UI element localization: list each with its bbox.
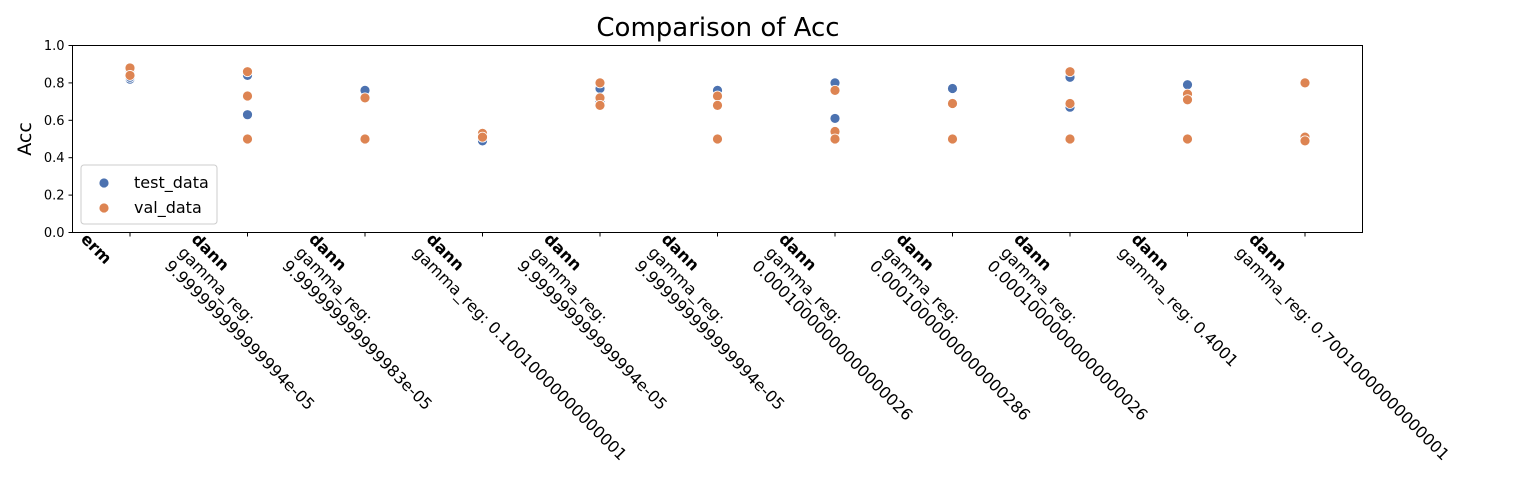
val-data-point — [477, 131, 488, 143]
val-data-point — [1299, 77, 1311, 89]
val-data-point — [1064, 98, 1076, 109]
x-tick-param-text: gamma_reg: 0.10010000000000001 — [409, 243, 631, 465]
y-tick-label: 1.0 — [44, 39, 65, 54]
x-tick-model-name: erm — [77, 229, 115, 267]
test-data-point — [1182, 79, 1193, 91]
val-data-point — [1064, 133, 1076, 145]
val-data-point — [124, 70, 136, 81]
chart-title: Comparison of Acc — [596, 13, 839, 43]
x-tick-param-text: gamma_reg: 0.70010000000000001 — [1231, 243, 1453, 465]
val-data-point — [1182, 133, 1193, 145]
val-data-point — [829, 84, 841, 96]
legend-box — [80, 164, 218, 225]
val-data-point — [359, 92, 371, 104]
y-tick-label: 0.6 — [44, 114, 65, 129]
y-tick-label: 0.4 — [44, 151, 65, 166]
val-data-point — [242, 133, 253, 145]
val-data-point — [242, 90, 253, 102]
val-data-point — [947, 133, 958, 145]
val-data-point — [829, 133, 841, 145]
legend-label-val-data: val_data — [134, 198, 202, 218]
plot-frame — [72, 45, 1363, 233]
legend: test_data val_data — [80, 164, 218, 225]
val-data-point — [1182, 94, 1193, 106]
test-data-point — [829, 113, 841, 124]
val-data-point — [712, 133, 723, 145]
x-tick-param-text: gamma_reg: 0.4001 — [1114, 243, 1242, 371]
scatter-points — [124, 62, 1311, 147]
test-data-point — [947, 83, 958, 94]
val-data-point — [712, 90, 723, 102]
y-axis-label: Acc — [14, 122, 36, 156]
test-data-point — [242, 109, 253, 121]
val-data-point — [242, 66, 253, 78]
val-data-point — [1064, 66, 1076, 78]
x-tick-label: erm — [77, 229, 115, 267]
legend-marker-test-data — [98, 177, 110, 189]
y-tick-label: 0.8 — [44, 76, 65, 91]
x-axis-ticks: erm danngamma_reg:9.999999999999994e-05da… — [77, 229, 1453, 465]
val-data-point — [712, 99, 723, 111]
legend-marker-val-data — [98, 202, 110, 214]
val-data-point — [594, 77, 606, 89]
val-data-point — [594, 99, 606, 111]
y-tick-label: 0.0 — [44, 226, 65, 241]
val-data-point — [947, 98, 958, 109]
y-axis-ticks: 0.0 0.2 0.4 0.6 0.8 1.0 — [44, 39, 73, 241]
y-tick-label: 0.2 — [44, 189, 65, 204]
val-data-point — [359, 133, 371, 145]
val-data-point — [1299, 135, 1311, 147]
legend-label-test-data: test_data — [134, 173, 209, 193]
